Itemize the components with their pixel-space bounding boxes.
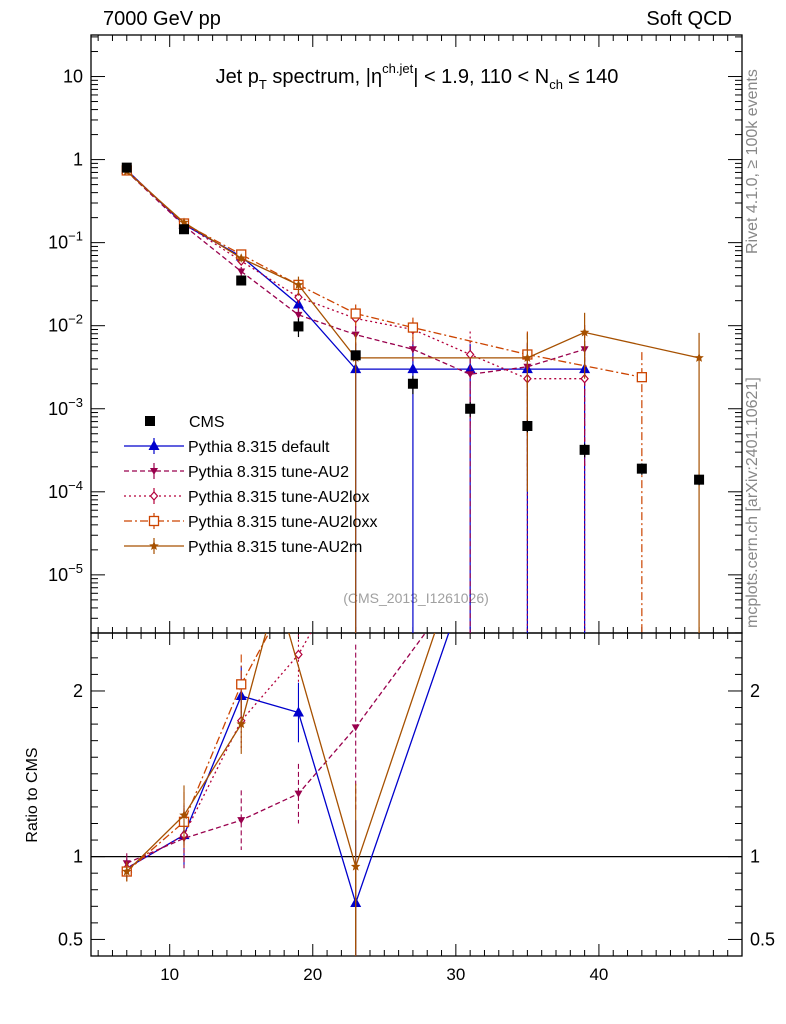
legend-marker bbox=[149, 491, 159, 501]
ratio-line bbox=[126, 633, 312, 869]
legend-label: Pythia 8.315 tune-AU2m bbox=[188, 539, 362, 556]
legend-marker bbox=[148, 515, 160, 527]
data-point bbox=[407, 363, 419, 374]
y-tick-label: 10−1 bbox=[48, 229, 83, 253]
header-process: 7000 GeV pp bbox=[103, 8, 221, 30]
data-point bbox=[636, 372, 647, 383]
legend-item: Pythia 8.315 default bbox=[124, 438, 330, 456]
legend-label: CMS bbox=[189, 414, 225, 431]
legend-label: Pythia 8.315 tune-AU2 bbox=[188, 464, 349, 481]
ratio-series bbox=[121, 633, 270, 882]
legend-marker bbox=[145, 416, 155, 426]
ratio-line bbox=[126, 633, 436, 872]
x-tick-label: 10 bbox=[160, 965, 179, 984]
ratio-point bbox=[292, 706, 304, 717]
ratio-plot-frame bbox=[90, 632, 743, 957]
legend: CMS Pythia 8.315 default Pythia 8.315 tune… bbox=[124, 414, 377, 556]
legend-item: Pythia 8.315 tune-AU2lox bbox=[124, 488, 369, 506]
series-cms bbox=[121, 162, 705, 486]
ratio-point bbox=[237, 817, 246, 825]
data-point bbox=[236, 275, 247, 286]
data-point bbox=[237, 268, 246, 276]
ratio-series bbox=[122, 633, 436, 950]
data-point bbox=[294, 292, 303, 303]
ratio-tick-label: 2 bbox=[73, 681, 83, 701]
y-tick-label: 10−2 bbox=[48, 312, 83, 336]
legend-item: Pythia 8.315 tune-AU2loxx bbox=[124, 513, 377, 531]
ratio-point bbox=[179, 810, 189, 820]
data-point bbox=[179, 224, 189, 235]
ratio-point bbox=[350, 861, 361, 871]
ratio-point bbox=[294, 649, 303, 660]
data-point bbox=[292, 298, 304, 309]
legend-label: Pythia 8.315 tune-AU2loxx bbox=[188, 514, 377, 531]
legend-marker bbox=[150, 468, 158, 475]
legend-marker bbox=[148, 440, 160, 450]
legend-item: Pythia 8.315 tune-AU2 bbox=[124, 463, 349, 481]
ratio-point bbox=[122, 866, 132, 876]
data-point bbox=[694, 474, 705, 485]
data-point bbox=[522, 352, 533, 362]
data-point bbox=[350, 350, 361, 361]
legend-label: Pythia 8.315 tune-AU2lox bbox=[188, 489, 369, 506]
ratio-tick-label-right: 2 bbox=[750, 681, 760, 701]
x-tick-label: 20 bbox=[303, 965, 322, 984]
data-point bbox=[636, 463, 647, 474]
legend-item: Pythia 8.315 tune-AU2m bbox=[124, 538, 362, 556]
data-point bbox=[466, 371, 475, 379]
ratio-point bbox=[236, 719, 246, 729]
ratio-line bbox=[126, 633, 270, 873]
watermark: (CMS_2013_I1261026) bbox=[343, 590, 489, 606]
y-tick-label: 10−5 bbox=[48, 561, 83, 585]
data-point bbox=[408, 346, 417, 354]
series-pythia-8-315-tune-au2m bbox=[122, 166, 704, 633]
data-point bbox=[579, 327, 590, 337]
data-point bbox=[293, 321, 304, 332]
ratio-point bbox=[351, 724, 360, 732]
y-tick-label: 10−3 bbox=[48, 395, 83, 419]
x-tick-label: 30 bbox=[446, 965, 465, 984]
y-tick-label: 10 bbox=[63, 67, 83, 87]
data-point bbox=[465, 403, 476, 414]
ratio-tick-label-right: 0.5 bbox=[750, 929, 775, 949]
ratio-y-axis-label: Ratio to CMS bbox=[24, 747, 41, 842]
data-point bbox=[579, 444, 590, 455]
data-point bbox=[121, 162, 132, 173]
ratio-tick-label: 1 bbox=[73, 847, 83, 867]
data-point bbox=[407, 378, 418, 389]
data-point bbox=[694, 352, 704, 362]
data-point bbox=[407, 322, 419, 333]
ratio-line bbox=[126, 633, 427, 864]
series-line bbox=[126, 170, 700, 359]
ratio-point bbox=[236, 679, 247, 690]
series-line bbox=[126, 169, 642, 378]
data-point bbox=[294, 311, 303, 319]
data-point bbox=[293, 279, 304, 289]
x-tick-label: 40 bbox=[589, 965, 608, 984]
legend-label: Pythia 8.315 default bbox=[188, 439, 330, 456]
series-pythia-8-315-tune-au2loxx bbox=[121, 165, 647, 633]
data-point bbox=[179, 217, 189, 227]
ratio-point bbox=[294, 790, 303, 798]
header-category: Soft QCD bbox=[646, 8, 732, 30]
legend-item: CMS bbox=[145, 414, 225, 431]
chart-title: Jet pT spectrum, |ηch.jet| < 1.9, 110 < … bbox=[216, 61, 619, 92]
y-tick-label: 1 bbox=[73, 150, 83, 170]
data-point bbox=[350, 308, 361, 319]
ratio-tick-label-right: 1 bbox=[750, 847, 760, 867]
y-tick-label: 10−4 bbox=[48, 478, 83, 502]
ratio-tick-label: 0.5 bbox=[58, 929, 83, 949]
data-point bbox=[522, 420, 533, 431]
legend-marker bbox=[149, 541, 159, 550]
data-point bbox=[236, 253, 246, 263]
